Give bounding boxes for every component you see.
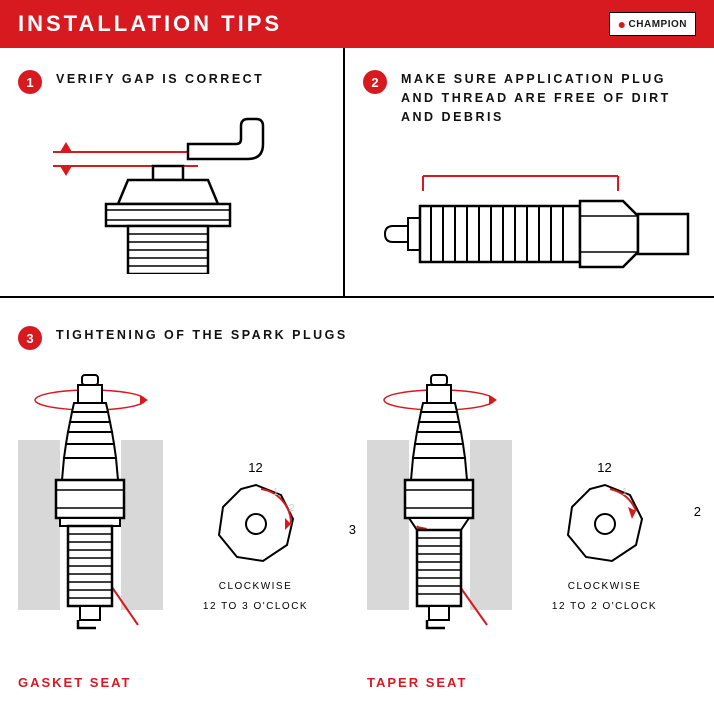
step-1-diagram xyxy=(18,114,325,279)
page-title: INSTALLATION TIPS xyxy=(18,11,282,37)
gap-diagram-icon xyxy=(18,114,328,274)
step-3-diagrams: GASKET SEAT 12 1 2 3 CLOCKWISE xyxy=(18,370,696,690)
taper-dial-icon: 1 xyxy=(560,479,650,569)
svg-text:1: 1 xyxy=(273,487,279,498)
step-3-text: TIGHTENING OF THE SPARK PLUGS xyxy=(56,326,348,345)
top-row: 1 VERIFY GAP IS CORRECT xyxy=(0,48,714,298)
dial-sub2-right: 12 TO 2 O'CLOCK xyxy=(522,600,687,614)
taper-plug-diagram: TAPER SEAT xyxy=(367,370,512,690)
dial-3-left: 3 xyxy=(349,522,356,537)
step-1-text: VERIFY GAP IS CORRECT xyxy=(56,70,264,89)
step-1-badge: 1 xyxy=(18,70,42,94)
dial-sub1-left: CLOCKWISE xyxy=(173,580,338,594)
dial-sub2-left: 12 TO 3 O'CLOCK xyxy=(173,600,338,614)
dial-12-left: 12 xyxy=(173,460,338,475)
brand-bullet-icon: ● xyxy=(618,16,627,32)
dial-2-right: 2 xyxy=(694,504,701,519)
dial-12-right: 12 xyxy=(522,460,687,475)
step-2-head: 2 MAKE SURE APPLICATION PLUG AND THREAD … xyxy=(363,70,696,126)
content: 1 VERIFY GAP IS CORRECT xyxy=(0,48,714,700)
gasket-dial: 12 1 2 3 CLOCKWISE 12 TO 3 O'CLOCK xyxy=(173,370,338,614)
gasket-plug-diagram: GASKET SEAT xyxy=(18,370,163,690)
step-3-head: 3 TIGHTENING OF THE SPARK PLUGS xyxy=(18,326,696,350)
step-2-text: MAKE SURE APPLICATION PLUG AND THREAD AR… xyxy=(401,70,696,126)
step-2-diagram xyxy=(363,146,696,301)
step-2-badge: 2 xyxy=(363,70,387,94)
taper-dial: 12 1 2 CLOCKWISE 12 TO 2 O'CLOCK xyxy=(522,370,687,614)
brand-logo: ● CHAMPION xyxy=(609,12,696,36)
panel-step-3: 3 TIGHTENING OF THE SPARK PLUGS xyxy=(0,298,714,718)
gasket-dial-icon: 1 2 xyxy=(211,479,301,569)
step-3-badge: 3 xyxy=(18,326,42,350)
taper-seat-column: TAPER SEAT 12 1 2 CLOCKWISE 12 T xyxy=(367,370,696,690)
svg-text:1: 1 xyxy=(622,487,628,498)
brand-text: CHAMPION xyxy=(629,19,687,30)
taper-seat-label: TAPER SEAT xyxy=(367,675,512,690)
svg-text:2: 2 xyxy=(289,503,295,514)
gasket-seat-label: GASKET SEAT xyxy=(18,675,163,690)
gasket-seat-column: GASKET SEAT 12 1 2 3 CLOCKWISE xyxy=(18,370,347,690)
thread-diagram-icon xyxy=(363,146,703,296)
panel-step-1: 1 VERIFY GAP IS CORRECT xyxy=(0,48,345,296)
header-bar: INSTALLATION TIPS ● CHAMPION xyxy=(0,0,714,48)
panel-step-2: 2 MAKE SURE APPLICATION PLUG AND THREAD … xyxy=(345,48,714,296)
step-1-head: 1 VERIFY GAP IS CORRECT xyxy=(18,70,325,94)
dial-sub1-right: CLOCKWISE xyxy=(522,580,687,594)
gasket-plug-icon xyxy=(18,370,163,660)
taper-plug-icon xyxy=(367,370,512,660)
